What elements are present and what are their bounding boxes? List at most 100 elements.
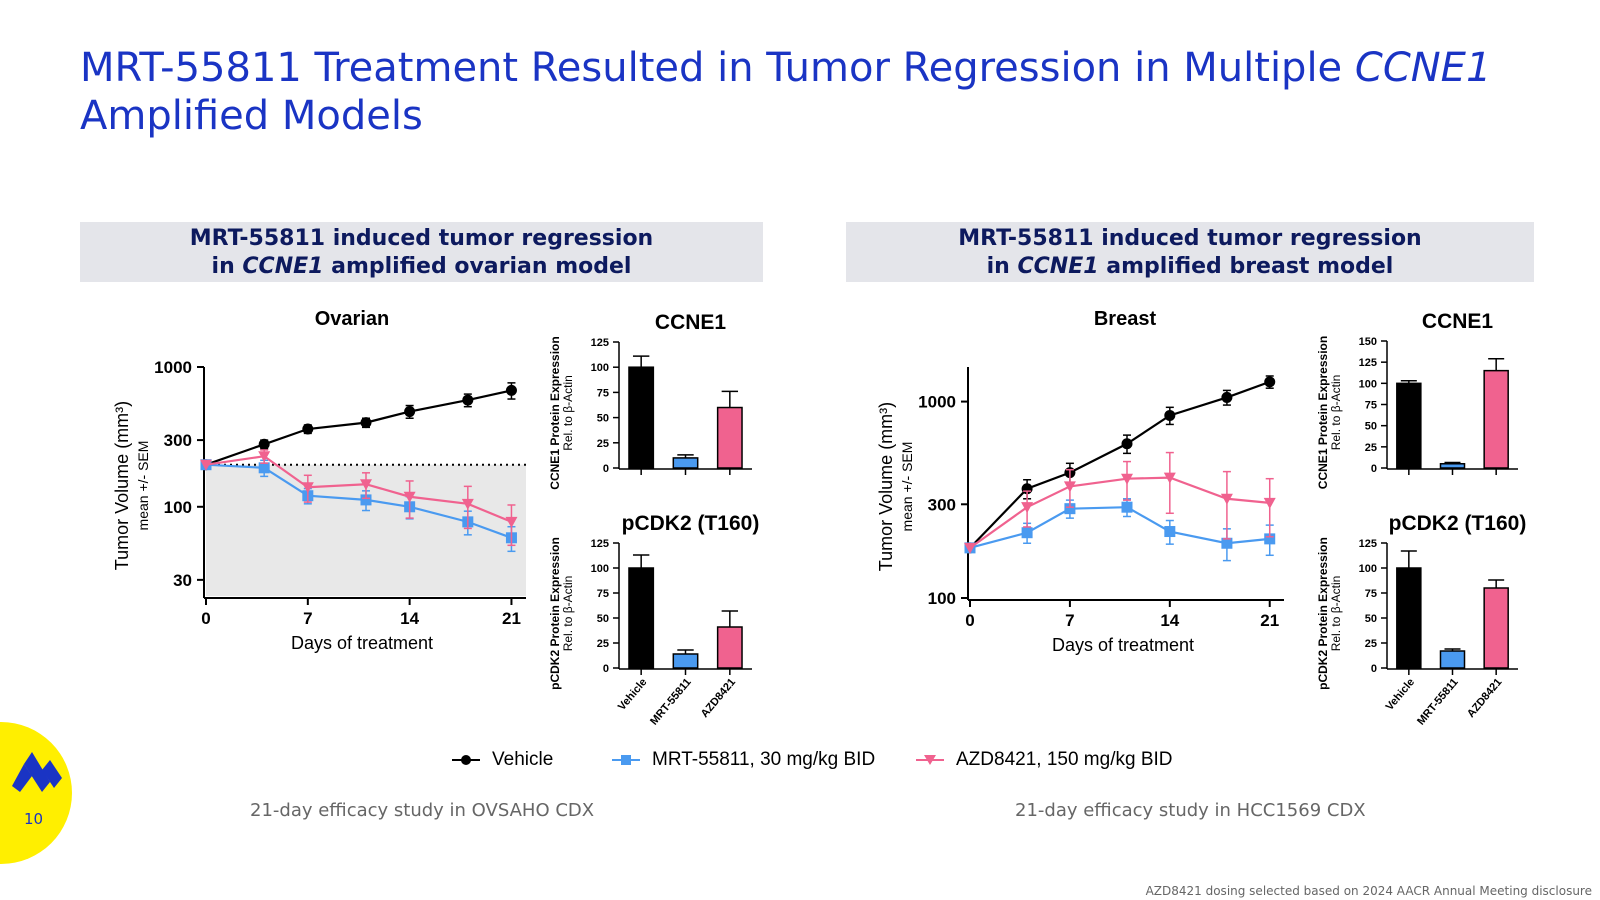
banner-ovarian-post: amplified ovarian model: [323, 254, 632, 279]
breast-pcdk2-ytick-label-25: 25: [1365, 638, 1377, 650]
banner-breast-line1: MRT-55811 induced tumor regression: [958, 226, 1422, 251]
banner-ovarian: MRT-55811 induced tumor regression in CC…: [80, 222, 763, 282]
banner-breast: MRT-55811 induced tumor regression in CC…: [846, 222, 1534, 282]
ovarian-ccne1-ytick-label-75: 75: [597, 387, 609, 399]
ovarian-pcdk2-ytick-label-75: 75: [597, 588, 609, 600]
breast-pcdk2-ytick-label-0: 0: [1371, 663, 1377, 675]
breast-mrt-55811-point: [1021, 527, 1033, 539]
ovarian-pcdk2-y-axis-label: pCDK2 Protein Expression: [548, 537, 562, 690]
breast-vehicle-point: [1121, 438, 1133, 450]
ovarian-ytick-label-30: 30: [173, 571, 192, 590]
title-part-1: MRT-55811 Treatment Resulted in Tumor Re…: [80, 45, 1355, 91]
breast-ccne1-y-axis-label: CCNE1 Protein Expression: [1316, 336, 1330, 489]
ovarian-vehicle-point: [302, 423, 314, 435]
breast-mrt-55811-point: [1064, 503, 1076, 515]
breast-vehicle-point: [1221, 391, 1233, 403]
breast-pcdk2-ytick-label-50: 50: [1365, 613, 1377, 625]
breast-vehicle-point: [1264, 376, 1276, 388]
breast-ytick-label-1000: 1000: [918, 393, 956, 412]
breast-azd8421-point: [1163, 472, 1176, 484]
legend-item-mrt55811: MRT-55811, 30 mg/kg BID: [612, 746, 875, 774]
ovarian-ccne1-azd8421-bar: [716, 406, 743, 469]
ovarian-pcdk2-ytick-label-50: 50: [597, 613, 609, 625]
ovarian-pcdk2-azd8421-xtick-label: AZD8421: [699, 676, 738, 720]
ovarian-vehicle-point: [258, 438, 270, 450]
ovarian-pcdk2-chart-title: pCDK2 (T160): [622, 512, 760, 535]
ovarian-ccne1-ytick-label-50: 50: [597, 413, 609, 425]
breast-pcdk2-ytick-label-75: 75: [1365, 588, 1377, 600]
study-note-ovarian: 21-day efficacy study in OVSAHO CDX: [250, 800, 595, 821]
ovarian-mrt-55811-point: [258, 462, 270, 474]
breast-ytick-label-100: 100: [928, 589, 956, 608]
ovarian-vehicle-point: [505, 384, 517, 396]
ovarian-y-axis-label: Tumor Volume (mm³): [112, 401, 132, 570]
breast-x-axis-label: Days of treatment: [1052, 635, 1194, 655]
breast-ccne1-ytick-label-25: 25: [1365, 442, 1377, 454]
breast-mrt-55811-point: [1264, 533, 1276, 545]
breast-pcdk2-vehicle-xtick-label: Vehicle: [1384, 676, 1418, 713]
legend-label-mrt55811: MRT-55811, 30 mg/kg BID: [652, 749, 876, 770]
ovarian-chart-title: Ovarian: [315, 308, 389, 330]
ovarian-pcdk2-ytick-label-125: 125: [591, 538, 609, 550]
ovarian-azd8421-point: [505, 516, 518, 528]
breast-xtick-label-7: 7: [1065, 611, 1074, 630]
ovarian-ccne1-y-axis-sublabel: Rel. to β-Actin: [561, 375, 575, 451]
ovarian-ytick-label-1000: 1000: [154, 358, 192, 377]
legend-label-azd8421: AZD8421, 150 mg/kg BID: [956, 749, 1173, 770]
ovarian-pcdk2-azd8421-bar: [716, 626, 743, 669]
ovarian-azd8421-point: [403, 491, 416, 503]
breast-ccne1-mrt-55811-bar: [1439, 463, 1466, 469]
banner-breast-gene: CCNE1: [1017, 254, 1099, 279]
breast-pcdk2-ytick-label-125: 125: [1359, 538, 1377, 550]
legend-item-azd8421: AZD8421, 150 mg/kg BID: [916, 746, 1173, 774]
legend-label-vehicle: Vehicle: [492, 749, 554, 770]
breast-ccne1-ytick-label-125: 125: [1359, 357, 1377, 369]
ovarian-vehicle-point: [360, 417, 372, 429]
breast-y-axis-sublabel: mean +/- SEM: [899, 442, 915, 532]
ovarian-pcdk2-ytick-label-25: 25: [597, 638, 609, 650]
breast-azd8421-point: [1220, 493, 1233, 505]
breast-ccne1-chart-title: CCNE1: [1422, 310, 1494, 333]
ovarian-pcdk2-ytick-label-100: 100: [591, 563, 609, 575]
breast-ccne1-vehicle-bar: [1396, 382, 1422, 469]
ovarian-azd8421-point: [301, 482, 314, 494]
ovarian-azd8421-point: [258, 451, 271, 463]
ovarian-xtick-label-21: 21: [502, 609, 521, 628]
ovarian-pcdk2-vehicle-bar: [628, 567, 655, 669]
breast-mrt-55811-point: [1164, 526, 1176, 538]
ovarian-ccne1-vehicle-bar: [628, 366, 655, 469]
ovarian-pcdk2-vehicle-xtick-label: Vehicle: [616, 676, 650, 713]
ovarian-azd8421-point: [200, 459, 212, 471]
banner-breast-post: amplified breast model: [1098, 254, 1394, 279]
title-italic-gene: CCNE1: [1354, 45, 1492, 91]
breast-y-axis-label: Tumor Volume (mm³): [876, 402, 896, 571]
breast-pcdk2-y-axis-label: pCDK2 Protein Expression: [1316, 537, 1330, 690]
ovarian-ytick-label-300: 300: [164, 431, 192, 450]
banner-ovarian-gene: CCNE1: [242, 254, 324, 279]
banner-breast-line2: in CCNE1 amplified breast model: [846, 253, 1534, 281]
breast-ccne1-azd8421-bar: [1483, 369, 1509, 469]
breast-ccne1-ytick-label-150: 150: [1359, 336, 1377, 348]
ovarian-pcdk2-mrt-55811-xtick-label: MRT-55811: [648, 676, 694, 727]
breast-azd8421-line: [969, 476, 1270, 549]
banner-ovarian-pre: in: [211, 254, 243, 279]
breast-pcdk2-y-axis-sublabel: Rel. to β-Actin: [1329, 576, 1343, 652]
mrt55811-marker-icon: [612, 755, 640, 765]
breast-pcdk2-mrt-55811-xtick-label: MRT-55811: [1415, 676, 1461, 727]
slide-title: MRT-55811 Treatment Resulted in Tumor Re…: [80, 44, 1530, 140]
azd8421-marker-icon: [916, 755, 944, 765]
page-number: 10: [24, 810, 44, 828]
ovarian-ccne1-y-axis-label: CCNE1 Protein Expression: [548, 336, 562, 489]
breast-ccne1-y-axis-sublabel: Rel. to β-Actin: [1329, 375, 1343, 451]
ovarian-vehicle-point: [404, 406, 416, 418]
banner-breast-pre: in: [986, 254, 1018, 279]
breast-pcdk2-vehicle-bar: [1396, 567, 1422, 669]
ovarian-pcdk2-y-axis-sublabel: Rel. to β-Actin: [561, 576, 575, 652]
vehicle-marker-icon: [452, 755, 480, 765]
ovarian-xtick-label-7: 7: [303, 609, 312, 628]
banner-ovarian-line2: in CCNE1 amplified ovarian model: [80, 253, 763, 281]
ovarian-y-axis-sublabel: mean +/- SEM: [135, 441, 151, 531]
banner-ovarian-line1: MRT-55811 induced tumor regression: [189, 226, 654, 251]
breast-mrt-55811-point: [1121, 501, 1133, 513]
